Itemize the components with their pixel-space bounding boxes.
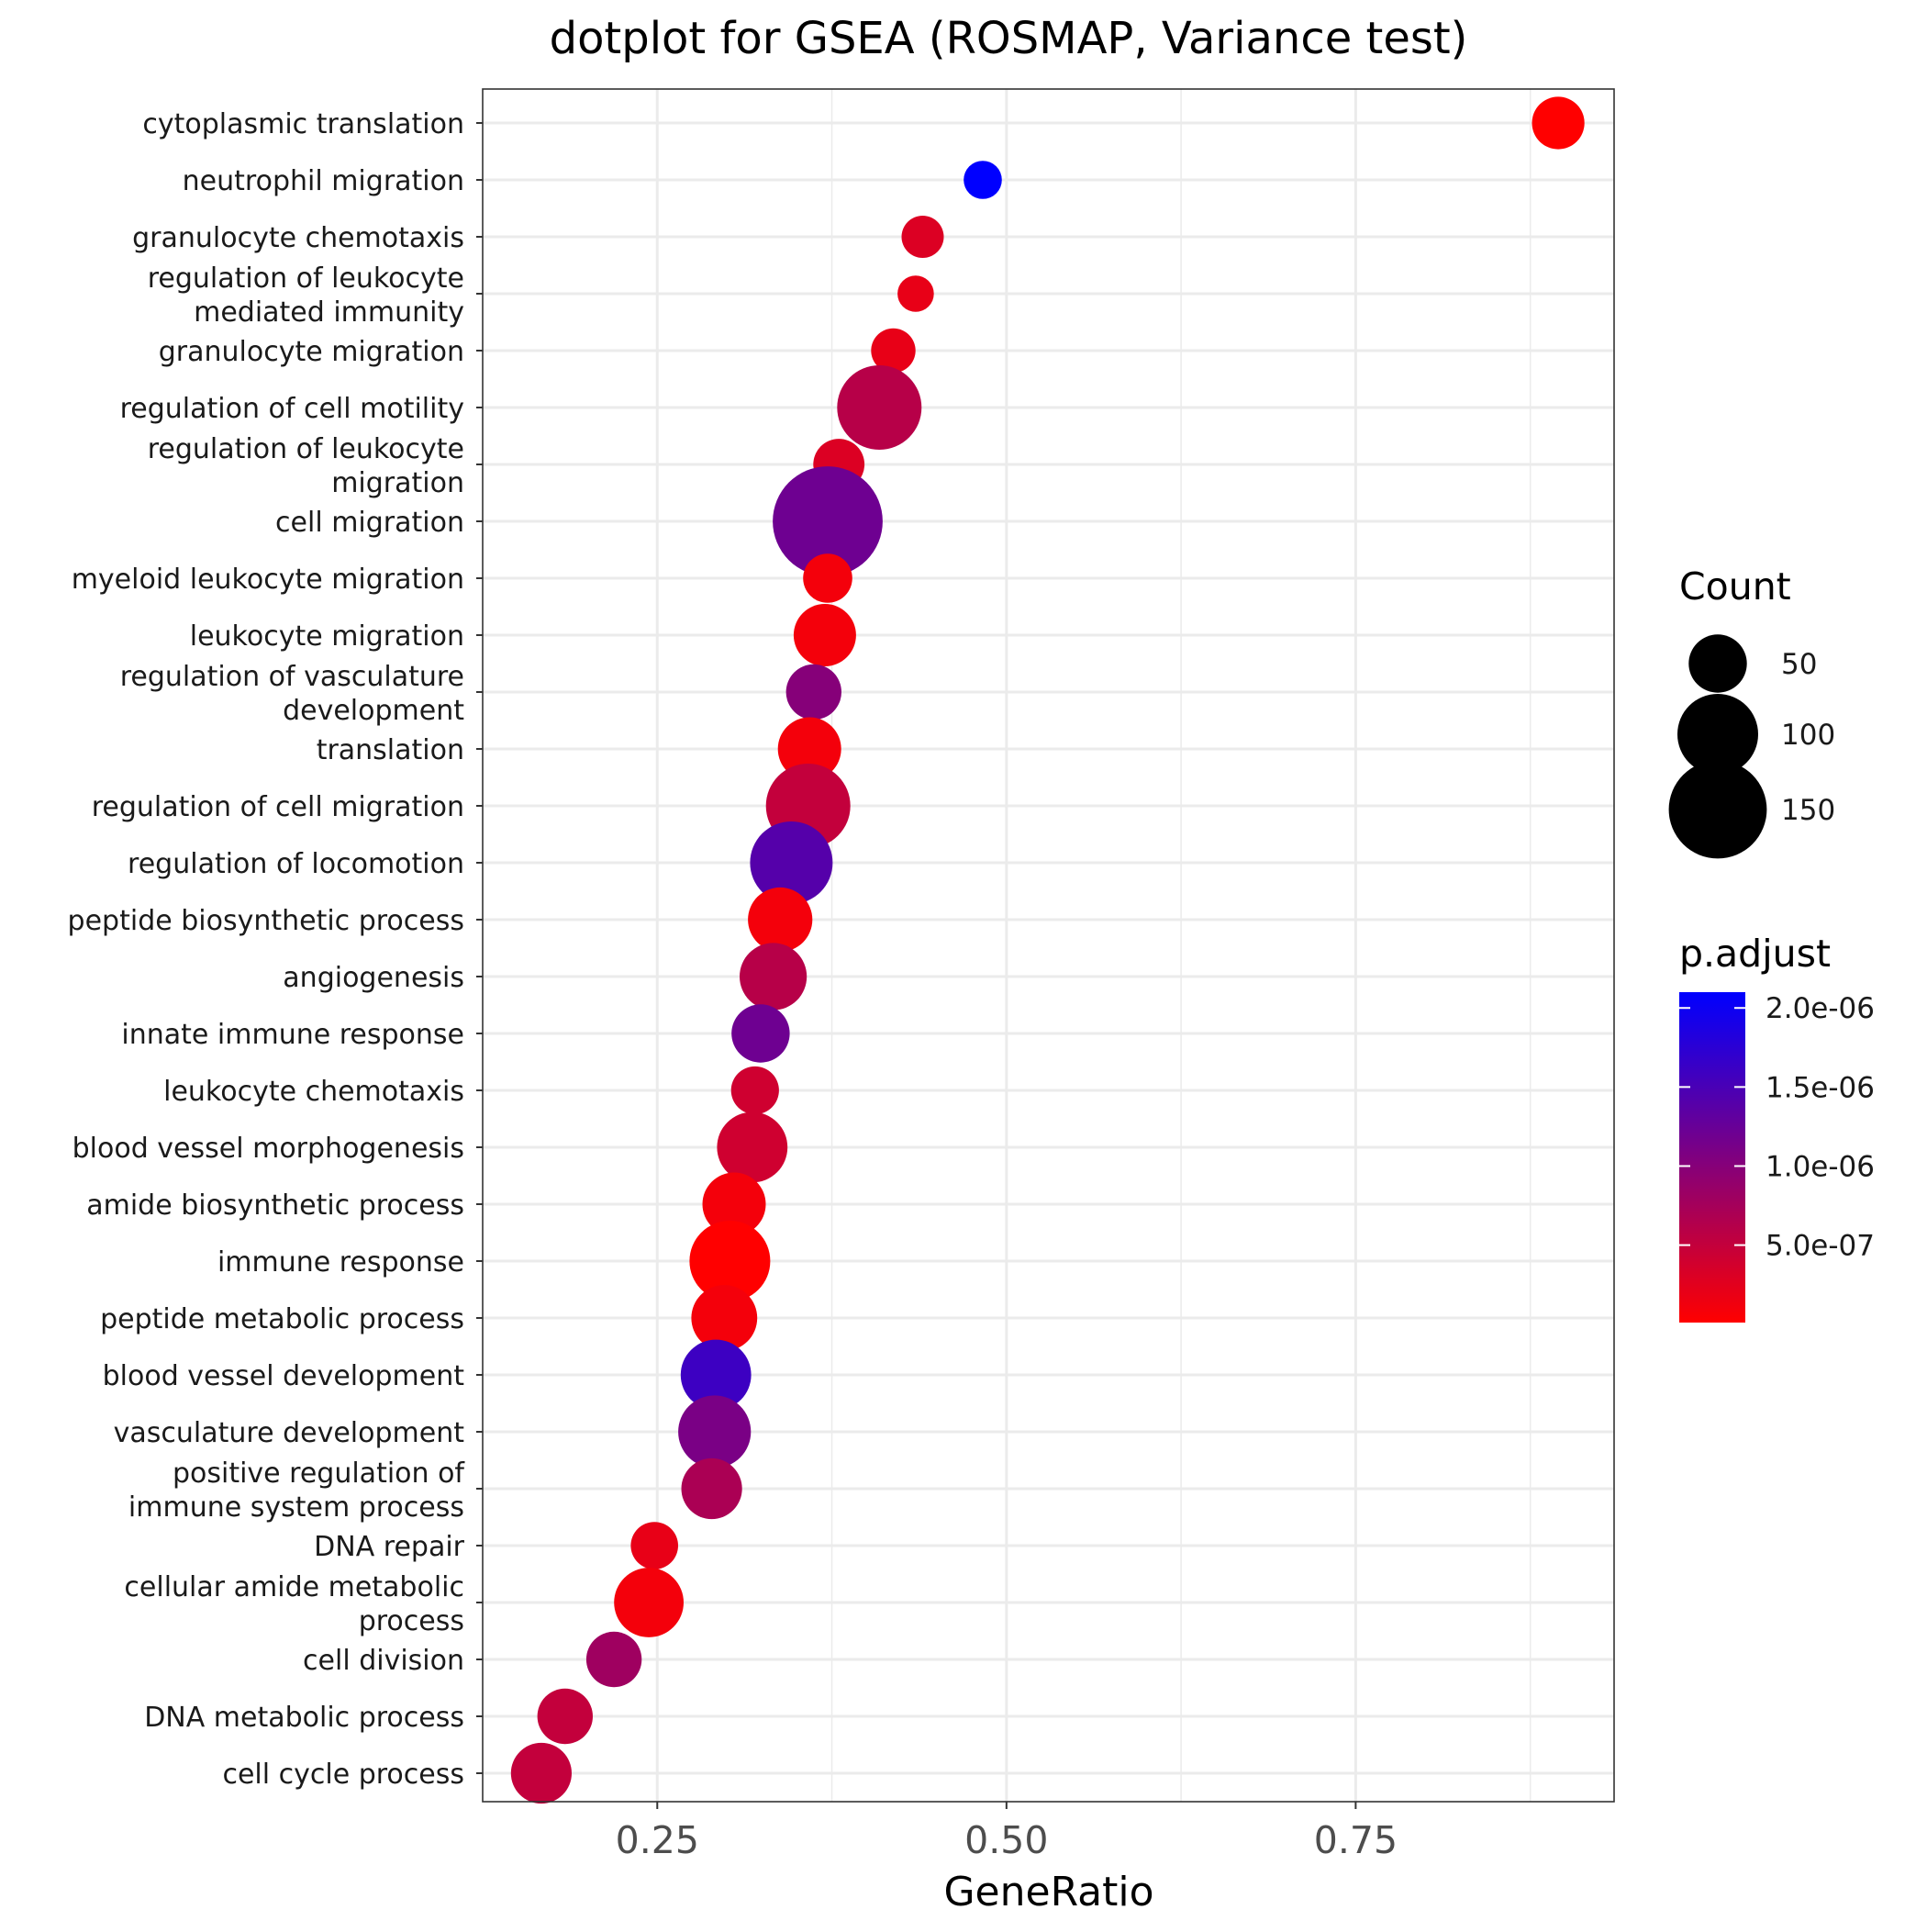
y-tick-label-line: development	[283, 695, 464, 727]
y-tick-label: peptide biosynthetic process	[68, 905, 464, 937]
y-tick-label-line: regulation of leukocyte	[148, 433, 464, 465]
data-point	[773, 466, 883, 576]
y-tick-label: translation	[317, 734, 464, 766]
y-tick-label: blood vessel morphogenesis	[72, 1133, 464, 1165]
data-point	[731, 1004, 790, 1063]
data-point	[730, 1066, 779, 1115]
count-legend: Count 50 100 150	[1668, 564, 1835, 859]
data-point	[678, 1395, 752, 1469]
y-tick-label: innate immune response	[121, 1019, 464, 1051]
y-tick-label: peptide metabolic process	[100, 1303, 464, 1335]
y-tick-label: myeloid leukocyte migration	[72, 564, 464, 596]
data-point	[793, 604, 856, 666]
y-tick-label: granulocyte chemotaxis	[132, 222, 464, 254]
y-tick-label: cell division	[303, 1645, 464, 1677]
x-tick-label: 0.25	[616, 1818, 699, 1862]
p-adjust-legend-title: p.adjust	[1679, 932, 1831, 976]
chart-title: dotplot for GSEA (ROSMAP, Variance test)	[550, 13, 1468, 64]
y-tick-label-line: regulation of vasculature	[120, 661, 464, 693]
y-tick-label: regulation of cell migration	[92, 791, 464, 823]
colorbar-label: 5.0e-07	[1765, 1230, 1875, 1263]
y-tick-label: blood vessel development	[103, 1360, 465, 1392]
p-adjust-legend: p.adjust 2.0e-06 1.5e-06 1.0e-06 5.0e-07	[1679, 932, 1875, 1323]
data-point	[901, 216, 944, 258]
y-axis: cytoplasmic translation neutrophil migrat…	[68, 108, 483, 1791]
data-point	[750, 821, 833, 904]
data-point	[717, 1111, 788, 1183]
colorbar-label: 1.5e-06	[1765, 1071, 1875, 1104]
y-tick-label: neutrophil migration	[183, 165, 464, 197]
data-point	[537, 1688, 593, 1745]
y-tick-label-line: migration	[331, 467, 464, 499]
data-point	[614, 1568, 684, 1637]
count-legend-label: 150	[1781, 794, 1835, 827]
y-tick-label: immune response	[217, 1246, 464, 1279]
data-point	[702, 1172, 766, 1236]
y-tick-label: cell migration	[275, 507, 464, 539]
y-tick-label: positive regulation of immune system proc…	[128, 1457, 466, 1524]
data-point	[680, 1339, 752, 1411]
data-point	[510, 1742, 573, 1804]
data-point	[681, 1457, 742, 1520]
data-point	[1532, 96, 1585, 150]
colorbar-label: 1.0e-06	[1765, 1150, 1875, 1183]
y-tick-label: cell cycle process	[222, 1759, 464, 1791]
data-point	[740, 943, 808, 1011]
plot-panel	[483, 89, 1614, 1802]
plot-panel-border	[482, 88, 1615, 1803]
p-adjust-colorbar	[1679, 992, 1745, 1323]
x-tick-label: 0.50	[964, 1818, 1048, 1862]
data-point	[837, 365, 922, 450]
data-points	[510, 96, 1585, 1804]
y-tick-label: regulation of leukocyte mediated immunity	[148, 262, 464, 329]
data-point	[689, 1221, 771, 1301]
colorbar-label: 2.0e-06	[1765, 992, 1875, 1025]
data-point	[585, 1631, 642, 1688]
y-tick-label: regulation of vasculature development	[120, 661, 464, 727]
y-tick-label-line: process	[359, 1605, 464, 1637]
y-tick-label: regulation of leukocyte migration	[148, 433, 464, 499]
data-point	[964, 161, 1002, 199]
data-point	[777, 717, 841, 781]
count-legend-key	[1677, 694, 1758, 775]
y-tick-label-line: cellular amide metabolic	[124, 1571, 464, 1603]
y-tick-label: DNA repair	[314, 1531, 464, 1563]
y-tick-label: granulocyte migration	[159, 336, 464, 368]
count-legend-key	[1668, 760, 1767, 859]
y-tick-label: regulation of cell motility	[120, 393, 464, 425]
y-tick-label: vasculature development	[114, 1417, 465, 1449]
data-point	[803, 553, 852, 603]
y-tick-label: angiogenesis	[283, 962, 464, 994]
y-tick-label-line: mediated immunity	[194, 296, 464, 329]
data-point	[748, 887, 813, 953]
data-point	[630, 1522, 678, 1569]
y-tick-label: cytoplasmic translation	[142, 108, 464, 140]
x-tick-label: 0.75	[1314, 1818, 1398, 1862]
y-tick-label: regulation of locomotion	[128, 848, 464, 880]
y-tick-label: cellular amide metabolic process	[124, 1571, 464, 1637]
y-tick-label-line: regulation of leukocyte	[148, 262, 464, 295]
count-legend-key	[1688, 634, 1747, 693]
y-tick-label: leukocyte chemotaxis	[163, 1076, 464, 1108]
y-tick-label-line: immune system process	[128, 1491, 464, 1524]
count-legend-label: 100	[1781, 719, 1835, 752]
x-axis-title: GeneRatio	[943, 1869, 1153, 1915]
y-tick-label-line: positive regulation of	[173, 1457, 465, 1490]
y-tick-label: amide biosynthetic process	[86, 1189, 464, 1222]
count-legend-title: Count	[1679, 564, 1791, 609]
count-legend-label: 50	[1781, 648, 1817, 681]
y-tick-label: leukocyte migration	[190, 620, 464, 653]
data-point	[871, 328, 916, 374]
data-point	[785, 664, 841, 720]
data-point	[691, 1285, 758, 1351]
x-axis: 0.25 0.50 0.75	[616, 1802, 1398, 1862]
y-tick-label: DNA metabolic process	[144, 1702, 464, 1734]
data-point	[897, 275, 934, 312]
grid-lines	[483, 89, 1614, 1802]
